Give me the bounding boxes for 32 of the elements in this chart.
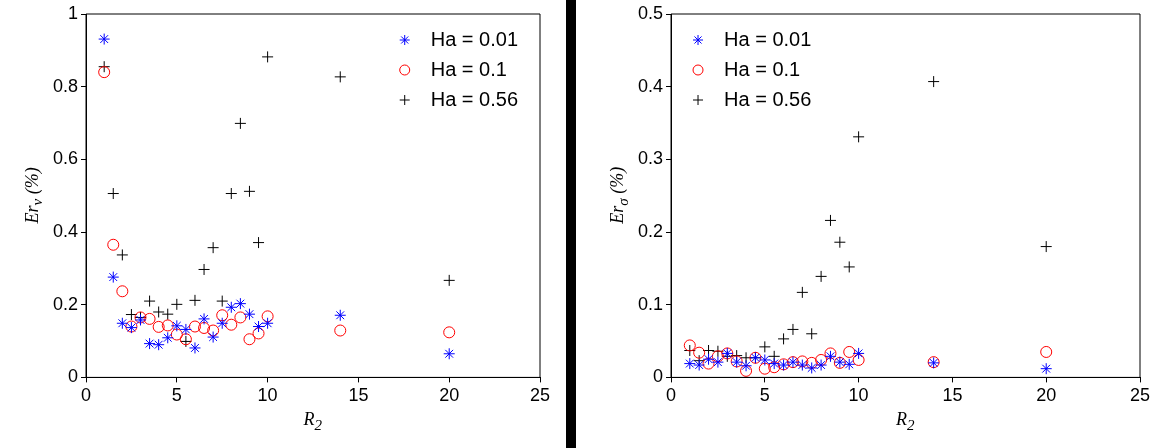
x-axis-title: R$_{2}$ xyxy=(896,409,915,434)
x-tick-label: 25 xyxy=(1129,385,1151,406)
legend-label: Ha = 0.01 xyxy=(724,27,812,50)
y-tick-label: 0.4 xyxy=(637,75,664,96)
legend-label: Ha = 0.1 xyxy=(430,57,507,80)
legend-label: Ha = 0.56 xyxy=(430,87,519,110)
legend-label: Ha = 0.01 xyxy=(430,27,519,50)
y-tick-label: 0.4 xyxy=(52,221,79,242)
y-tick-label: 0 xyxy=(653,366,664,387)
legend-label: Ha = 0.1 xyxy=(724,57,801,80)
y-tick-label: 0.3 xyxy=(637,148,664,169)
x-tick-label: 0 xyxy=(666,385,677,406)
legend-label: Ha = 0.56 xyxy=(724,87,812,110)
y-tick-label: 0.8 xyxy=(52,75,79,96)
x-tick-label: 5 xyxy=(171,385,182,406)
x-tick-label: 20 xyxy=(439,385,460,406)
y-tick-label: 0.1 xyxy=(637,293,664,314)
x-tick-label: 15 xyxy=(348,385,369,406)
y-tick-label: 0.2 xyxy=(637,221,664,242)
x-tick-label: 0 xyxy=(81,385,92,406)
x-tick-label: 10 xyxy=(257,385,278,406)
x-tick-label: 15 xyxy=(942,385,963,406)
x-tick-label: 20 xyxy=(1036,385,1057,406)
y-tick-label: 0.6 xyxy=(52,148,79,169)
x-axis-title: R$_{2}$ xyxy=(303,409,322,434)
y-tick-label: 0 xyxy=(68,366,79,387)
x-tick-label: 10 xyxy=(848,385,869,406)
x-tick-label: 25 xyxy=(529,385,551,406)
y-tick-label: 1 xyxy=(68,2,79,23)
y-tick-label: 0.5 xyxy=(637,2,664,23)
x-tick-label: 5 xyxy=(759,385,770,406)
y-tick-label: 0.2 xyxy=(52,293,79,314)
